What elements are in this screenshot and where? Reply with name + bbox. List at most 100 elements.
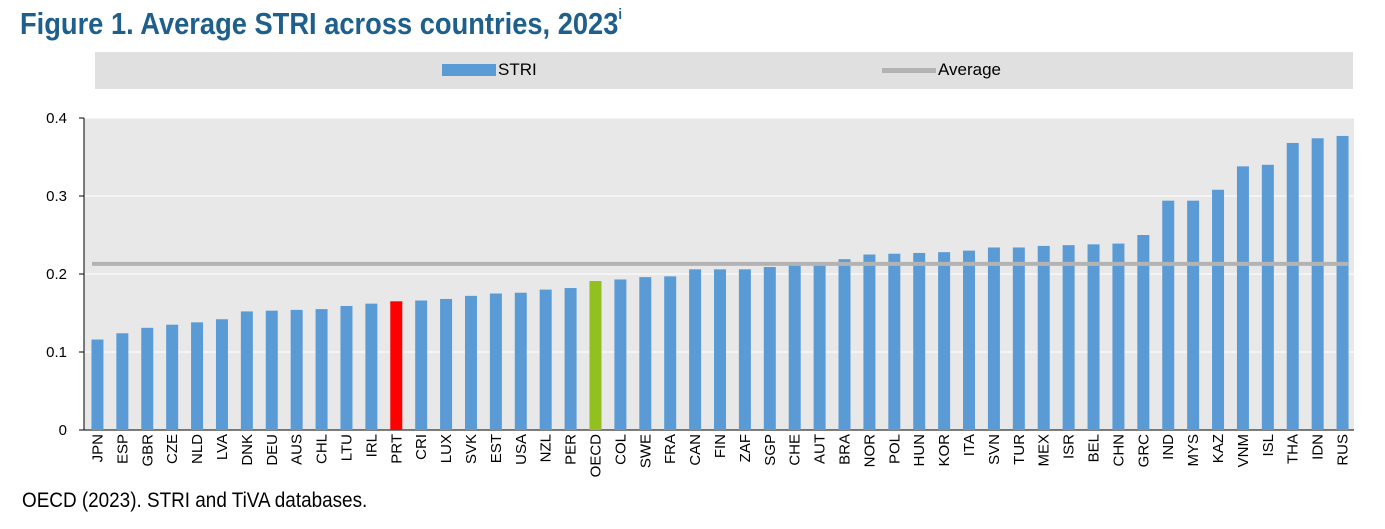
bar-lva <box>215 319 228 430</box>
y-tick-label: 0.2 <box>46 266 67 283</box>
x-tick-label: NLD <box>189 434 206 464</box>
bar-isl <box>1261 164 1274 431</box>
y-tick-label: 0.1 <box>46 344 67 361</box>
bar-nld <box>191 322 204 430</box>
x-tick-label: IRL <box>363 434 380 457</box>
x-tick-label: ISR <box>1061 434 1078 459</box>
y-tick-label: 0.3 <box>46 188 67 205</box>
bar-bel <box>1087 244 1100 430</box>
bar-irl <box>365 303 378 430</box>
legend-label-average: Average <box>938 60 1002 79</box>
bar-kor <box>938 252 951 430</box>
bar-mys <box>1187 200 1200 430</box>
x-tick-label: OECD <box>587 434 604 478</box>
bar-nor <box>863 254 876 430</box>
bar-ind <box>1162 200 1175 430</box>
bar-gbr <box>141 327 154 430</box>
x-tick-label: HUN <box>911 434 928 467</box>
bar-oecd <box>589 281 602 430</box>
x-tick-label: THA <box>1285 434 1302 464</box>
x-tick-label: IND <box>1160 434 1177 460</box>
bar-grc <box>1137 235 1150 430</box>
bar-fin <box>714 269 726 430</box>
x-tick-label: COL <box>612 434 629 465</box>
x-tick-label: CAN <box>687 434 704 466</box>
x-tick-label: ESP <box>114 434 131 464</box>
legend-item-average: Average <box>882 60 1001 80</box>
x-tick-label: KAZ <box>1210 434 1227 463</box>
x-tick-label: MYS <box>1185 434 1202 467</box>
bar-che <box>788 264 801 430</box>
bar-vnm <box>1236 166 1249 431</box>
bar-rus <box>1336 135 1349 430</box>
bar-aus <box>290 309 303 430</box>
x-tick-label: CZE <box>164 434 181 464</box>
bar-bra <box>838 259 851 430</box>
x-tick-label: BEL <box>1086 434 1103 462</box>
x-tick-label: ISL <box>1260 434 1277 457</box>
bar-aut <box>813 263 826 430</box>
y-tick-label: 0 <box>59 422 67 439</box>
x-tick-label: KOR <box>936 434 953 467</box>
bar-tha <box>1286 142 1299 430</box>
bar-ltu <box>340 305 353 430</box>
x-tick-label: FIN <box>712 434 729 458</box>
bar-idn <box>1311 138 1324 430</box>
legend-swatch-stri <box>442 64 496 76</box>
bar-deu <box>265 310 278 430</box>
x-tick-label: TUR <box>1011 434 1028 465</box>
bar-prt <box>390 301 403 430</box>
bar-est <box>489 293 502 430</box>
chart-title: Figure 1. Average STRI across countries,… <box>20 5 623 41</box>
bar-mex <box>1037 245 1050 430</box>
bar-hun <box>913 252 926 430</box>
bar-lux <box>440 298 453 430</box>
x-tick-label: AUS <box>289 434 306 465</box>
bar-esp <box>116 333 129 430</box>
x-tick-label: PRT <box>388 434 405 464</box>
x-tick-label: SVN <box>986 434 1003 465</box>
x-tick-label: FRA <box>662 434 679 464</box>
x-tick-label: LTU <box>338 434 355 461</box>
x-tick-label: BRA <box>837 434 854 465</box>
bar-dnk <box>240 311 253 430</box>
bar-cze <box>166 324 179 430</box>
x-tick-label: IDN <box>1310 434 1327 460</box>
x-tick-label: AUT <box>812 434 829 464</box>
x-tick-label: POL <box>886 434 903 464</box>
bar-isr <box>1062 245 1075 430</box>
x-tick-label: LVA <box>214 434 231 460</box>
legend-item-stri: STRI <box>442 60 537 80</box>
bar-nzl <box>539 289 552 430</box>
bar-usa <box>514 292 527 430</box>
x-tick-label: PER <box>563 434 580 465</box>
x-tick-label: SWE <box>637 434 654 468</box>
x-tick-label: NOR <box>861 434 878 468</box>
bar-swe <box>639 277 652 430</box>
x-tick-label: SGP <box>762 434 779 466</box>
x-tick-label: ZAF <box>737 434 754 462</box>
bar-chl <box>315 309 328 430</box>
bar-chart: 0 0.1 0.2 0.3 0.4 JPN ESP GBR CZE NLD LVA DNK DEU AUS… <box>46 110 1354 478</box>
x-tick-label: GBR <box>139 434 156 467</box>
legend-label-stri: STRI <box>498 60 537 79</box>
y-tick-label: 0.4 <box>46 110 67 127</box>
bar-svk <box>464 295 477 430</box>
x-tick-label: CHN <box>1110 434 1127 467</box>
x-tick-label: GRC <box>1135 434 1152 468</box>
x-tick-label: LUX <box>438 434 455 463</box>
bar-kaz <box>1212 189 1225 430</box>
x-tick-label: RUS <box>1335 434 1352 466</box>
x-tick-label: VNM <box>1235 434 1252 467</box>
title-superscript: i <box>618 5 623 23</box>
x-tick-label: EST <box>488 434 505 463</box>
bar-col <box>614 279 627 430</box>
bar-svn <box>987 247 1000 430</box>
x-tick-label: DNK <box>239 434 256 466</box>
x-tick-label: USA <box>513 434 530 465</box>
x-tick-label: DEU <box>264 434 281 466</box>
legend-swatch-average <box>882 67 936 73</box>
x-tick-label: CHE <box>787 434 804 466</box>
bar-per <box>564 288 577 430</box>
x-tick-label: MEX <box>1036 434 1053 467</box>
